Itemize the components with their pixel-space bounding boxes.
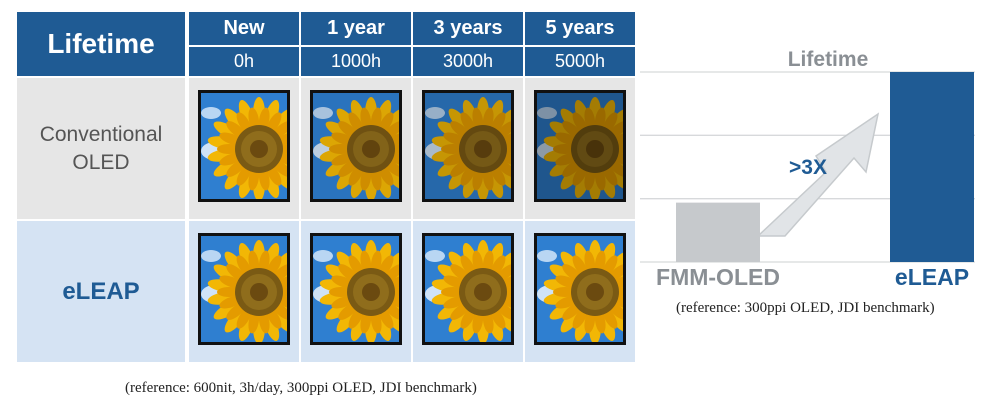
sunflower-image: [198, 233, 290, 345]
category-label-fmm-oled: FMM-OLED: [656, 264, 780, 290]
chart-reference-note: (reference: 300ppi OLED, JDI benchmark): [676, 300, 935, 316]
table-row-eleap: eLEAP: [17, 219, 635, 362]
bar-fmm-oled: [676, 202, 760, 262]
column-header-5-years: 5 years: [523, 12, 635, 45]
column-hours-0h: 0h: [187, 45, 299, 76]
row-label-line2: OLED: [72, 150, 130, 174]
category-label-eleap: eLEAP: [895, 264, 969, 290]
sunflower-image: [310, 233, 402, 345]
sunflower-image: [198, 90, 290, 202]
chart-title: Lifetime: [788, 48, 869, 71]
column-header-3-years: 3 years: [411, 12, 523, 45]
lifetime-bar-chart: Lifetime >3X FMM-OLED eLEAP: [640, 48, 975, 290]
column-header-1-year: 1 year: [299, 12, 411, 45]
column-hours-3000h: 3000h: [411, 45, 523, 76]
column-hours-1000h: 1000h: [299, 45, 411, 76]
table-title: Lifetime: [17, 12, 187, 76]
lifetime-comparison-table: Lifetime New 1 year 3 years 5 years 0h 1…: [17, 12, 635, 362]
bar-eleap: [890, 72, 974, 262]
sunflower-image: [534, 233, 626, 345]
growth-arrow: [756, 112, 880, 237]
row-label-eleap: eLEAP: [17, 219, 187, 362]
column-header-new: New: [187, 12, 299, 45]
table-reference-note: (reference: 600nit, 3h/day, 300ppi OLED,…: [125, 380, 477, 396]
sunflower-image: [422, 233, 514, 345]
column-hours-5000h: 5000h: [523, 45, 635, 76]
sunflower-image: [534, 90, 626, 202]
chart-annotation: >3X: [789, 156, 827, 179]
sunflower-image: [422, 90, 514, 202]
row-label-line1: Conventional: [39, 122, 163, 146]
table-row-conventional-oled: Conventional OLED: [17, 76, 635, 219]
sunflower-image: [310, 90, 402, 202]
row-label-conventional-oled: Conventional OLED: [17, 76, 187, 219]
